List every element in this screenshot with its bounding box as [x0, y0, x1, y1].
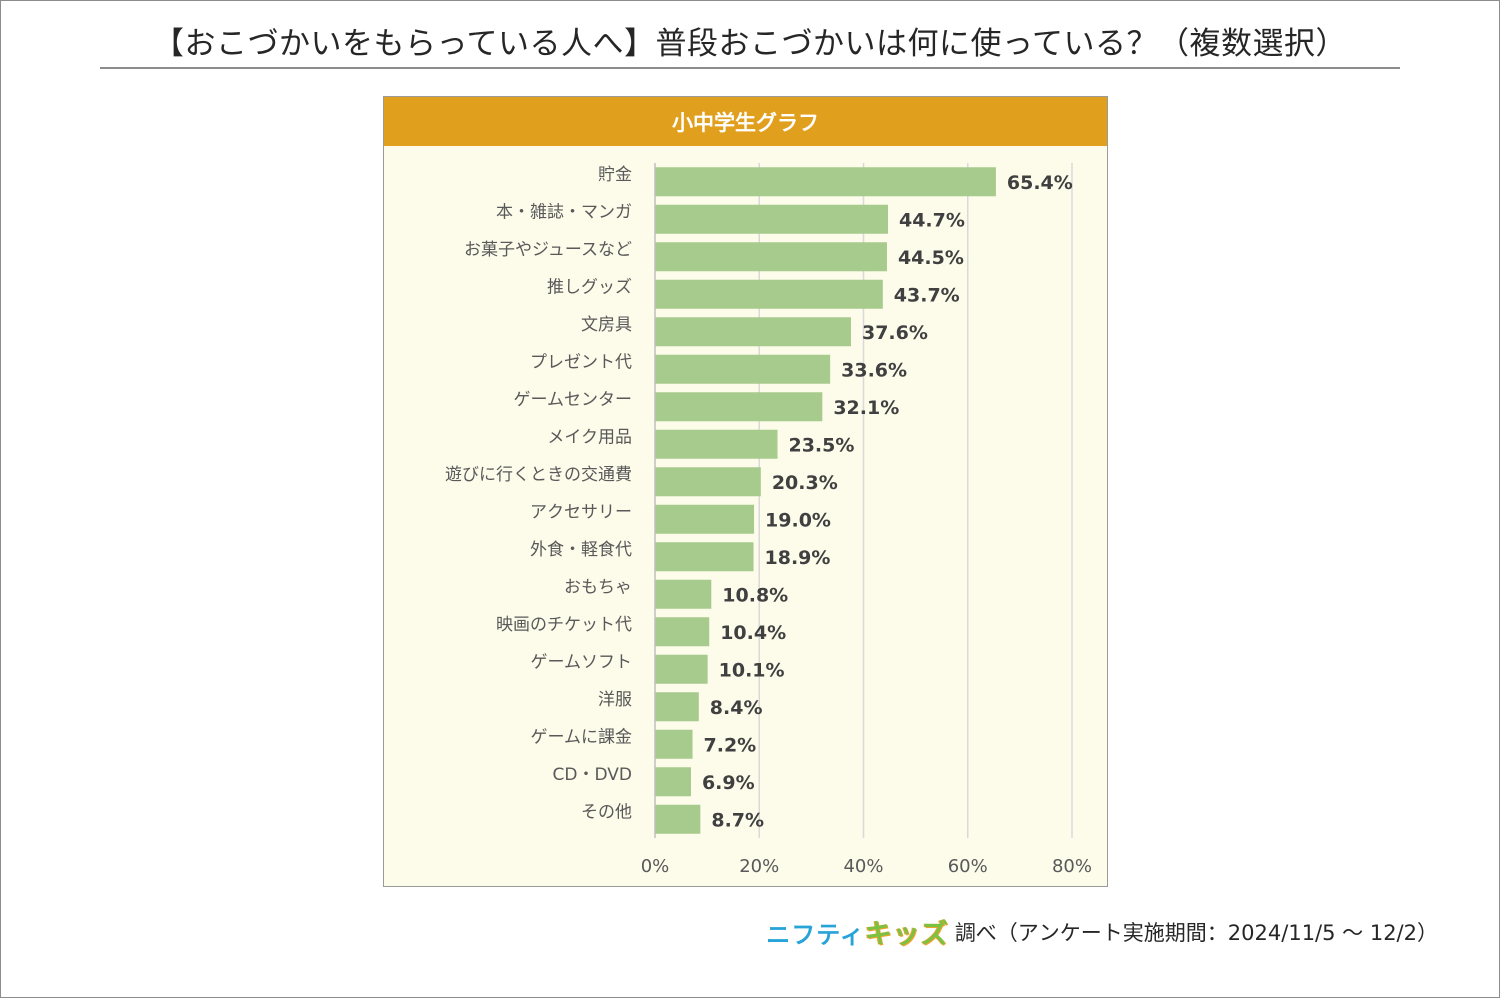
data-label: 6.9% — [702, 772, 755, 794]
bar — [655, 729, 693, 759]
bar — [655, 167, 996, 197]
data-label: 32.1% — [833, 397, 899, 419]
data-label: 10.4% — [720, 622, 786, 644]
category-label: 洋服 — [598, 690, 632, 710]
category-label: メイク用品 — [547, 427, 632, 447]
category-label: 遊びに行くときの交通費 — [445, 465, 632, 485]
category-label: 推しグッズ — [547, 277, 632, 297]
data-label: 44.7% — [899, 209, 965, 231]
category-label: ゲームセンター — [514, 390, 633, 410]
category-label: 本・雑誌・マンガ — [496, 202, 632, 222]
category-label: 映画のチケット代 — [496, 615, 632, 635]
data-label: 8.7% — [711, 809, 764, 831]
x-tick-label: 0% — [641, 856, 670, 877]
category-label: 貯金 — [598, 165, 632, 185]
x-tick-label: 60% — [948, 856, 988, 877]
bar — [655, 242, 887, 272]
data-label: 43.7% — [894, 284, 960, 306]
x-tick-label: 40% — [843, 856, 883, 877]
source-note: 調べ（アンケート実施期間：2024/11/5 ～ 12/2） — [954, 920, 1438, 945]
bar — [655, 579, 712, 609]
bar — [655, 354, 831, 384]
category-label: ゲームに課金 — [531, 727, 633, 747]
category-label: 外食・軽食代 — [530, 540, 632, 560]
category-label: 文房具 — [581, 315, 632, 335]
bar — [655, 204, 888, 234]
bar — [655, 392, 823, 422]
category-label: その他 — [581, 802, 632, 822]
data-label: 18.9% — [765, 547, 831, 569]
chart-title: 小中学生グラフ — [384, 97, 1107, 146]
logo-text-kids: キッズ — [864, 919, 949, 950]
bar — [655, 692, 699, 722]
bar — [655, 429, 778, 459]
data-label: 10.8% — [722, 584, 788, 606]
bar — [655, 467, 761, 497]
category-label: プレゼント代 — [530, 352, 632, 372]
source-footer: ニフティ キッズ 調べ（アンケート実施期間：2024/11/5 ～ 12/2） — [766, 912, 1438, 951]
data-label: 7.2% — [704, 734, 757, 756]
data-label: 33.6% — [841, 359, 907, 381]
data-label: 23.5% — [788, 434, 854, 456]
title-divider — [100, 67, 1400, 69]
bar — [655, 542, 754, 572]
data-label: 8.4% — [710, 697, 763, 719]
bar — [655, 617, 710, 647]
category-label: ゲームソフト — [531, 652, 633, 672]
bar — [655, 317, 851, 347]
category-label: CD・DVD — [553, 765, 632, 785]
bar — [655, 654, 708, 684]
data-label: 19.0% — [765, 509, 831, 531]
x-tick-label: 20% — [739, 856, 779, 877]
data-label: 20.3% — [772, 472, 838, 494]
category-label: お菓子やジュースなど — [464, 240, 632, 260]
logo-text-nifty: ニフティ — [766, 921, 865, 949]
data-label: 44.5% — [898, 247, 964, 269]
bar — [655, 767, 691, 797]
data-label: 65.4% — [1007, 172, 1073, 194]
x-tick-label: 80% — [1052, 856, 1092, 877]
bar — [655, 804, 701, 834]
data-label: 37.6% — [862, 322, 928, 344]
category-label: アクセサリー — [530, 502, 632, 522]
bar — [655, 279, 883, 309]
data-label: 10.1% — [719, 659, 785, 681]
bar — [655, 504, 755, 534]
category-label: おもちゃ — [564, 577, 632, 597]
nifty-kids-logo: ニフティ キッズ — [766, 912, 949, 951]
page-title: 【おこづかいをもらっている人へ】普段おこづかいは何に使っている？（複数選択） — [153, 26, 1347, 62]
